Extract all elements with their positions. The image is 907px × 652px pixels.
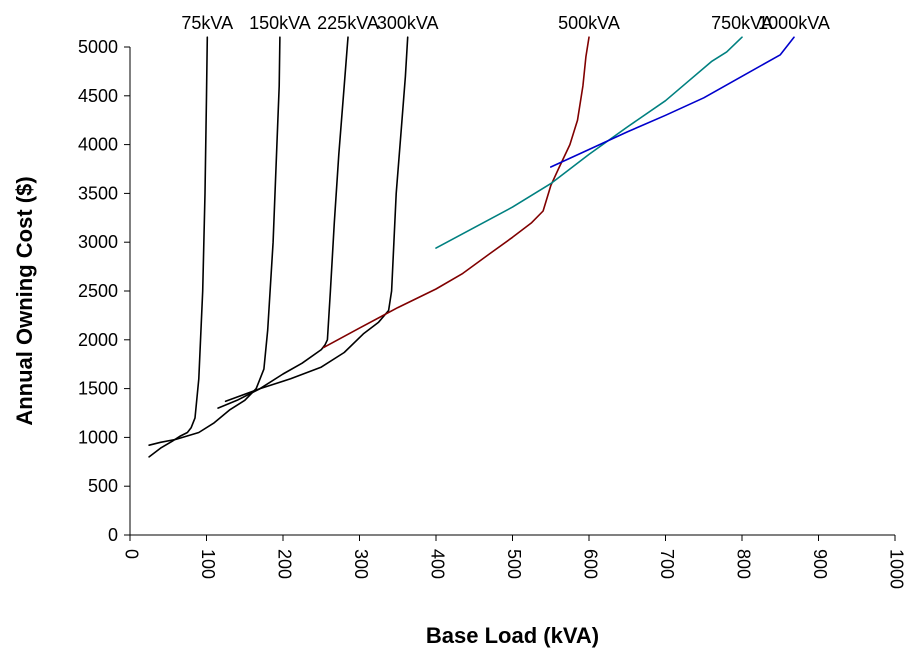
series-line-750kva — [435, 36, 743, 249]
y-tick-label: 4500 — [78, 86, 118, 106]
y-axis-title: Annual Owning Cost ($) — [12, 176, 37, 425]
series-label-150kva: 150kVA — [249, 13, 311, 33]
x-tick-label: 400 — [427, 549, 447, 579]
series-line-150kva — [148, 36, 281, 446]
y-tick-label: 4000 — [78, 135, 118, 155]
series-label-750kva: 750kVA — [711, 13, 773, 33]
x-axis-ticks: 0 100 200 300 400 500 600 700 800 900 1000 — [121, 535, 906, 589]
x-tick-label: 900 — [810, 549, 830, 579]
series-label-300kva: 300kVA — [377, 13, 439, 33]
y-tick-label: 2000 — [78, 330, 118, 350]
y-tick-label: 2500 — [78, 281, 118, 301]
y-tick-label: 1500 — [78, 379, 118, 399]
series-line-500kva — [322, 36, 590, 349]
series-group — [148, 36, 795, 458]
y-tick-label: 1000 — [78, 427, 118, 447]
y-tick-label: 3500 — [78, 183, 118, 203]
series-label-75kva: 75kVA — [181, 13, 233, 33]
x-tick-label: 700 — [657, 549, 677, 579]
x-axis-title: Base Load (kVA) — [426, 623, 599, 648]
series-label-225kva: 225kVA — [317, 13, 379, 33]
y-tick-label: 500 — [88, 476, 118, 496]
series-label-500kva: 500kVA — [558, 13, 620, 33]
x-tick-label: 0 — [121, 549, 141, 559]
y-tick-label: 3000 — [78, 232, 118, 252]
y-tick-label: 5000 — [78, 37, 118, 57]
x-tick-label: 200 — [274, 549, 294, 579]
x-tick-label: 500 — [504, 549, 524, 579]
x-tick-label: 800 — [733, 549, 753, 579]
y-axis-ticks: 0 500 1000 1500 2000 2500 3000 3500 4000 4500 5000 — [78, 37, 130, 545]
series-line-300kva — [224, 36, 409, 403]
series-line-225kva — [217, 36, 349, 409]
series-label-1000kva: 1000kVA — [758, 13, 830, 33]
x-tick-label: 600 — [580, 549, 600, 579]
x-tick-label: 1000 — [886, 549, 906, 589]
x-tick-label: 300 — [351, 549, 371, 579]
series-line-75kva — [148, 36, 209, 458]
series-line-1000kva — [550, 36, 795, 168]
y-tick-label: 0 — [108, 525, 118, 545]
x-tick-label: 100 — [198, 549, 218, 579]
plot-area: 0500100015002000250030003500400045005000… — [78, 13, 906, 589]
